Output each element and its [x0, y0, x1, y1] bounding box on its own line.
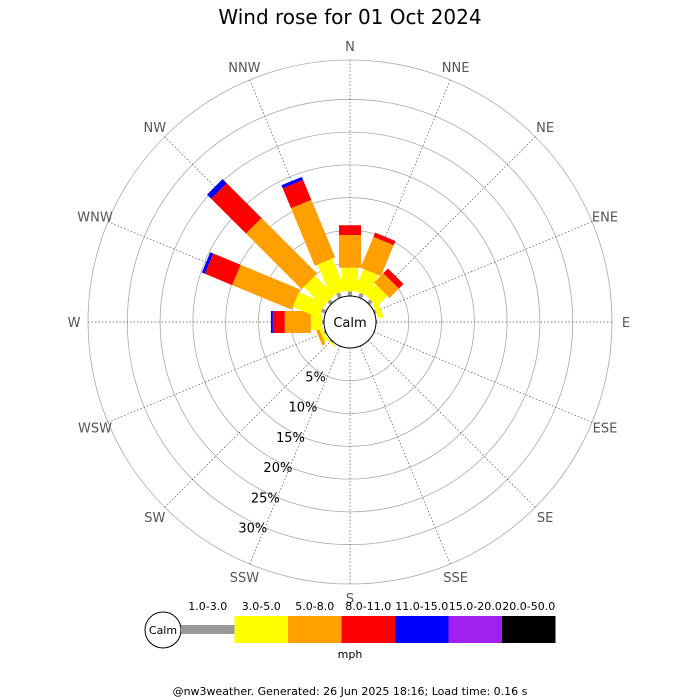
- spoke-sw: [164, 340, 332, 508]
- bar-segment-wnw-bin0: [320, 308, 327, 314]
- legend-label-3: 8.0-11.0: [345, 600, 391, 613]
- direction-labels: N NNE NE ENE E ESE SE SSE S SSW SW WSW W WNW NW NNW: [68, 40, 631, 607]
- ring-label: 20%: [263, 461, 292, 476]
- bar-segment-nnw-bin2: [291, 199, 336, 266]
- legend-swatch-1: [234, 616, 288, 643]
- bar-segment-ne-bin2: [374, 273, 399, 298]
- spoke-ene: [373, 221, 593, 313]
- legend-calm-label: Calm: [149, 624, 177, 637]
- bar-segment-wsw-bin1: [318, 325, 328, 342]
- legend-swatch-3: [341, 616, 395, 643]
- bar-segment-nne-bin1: [354, 268, 379, 297]
- bar-segment-nnw-bin4: [281, 176, 304, 189]
- direction-label-ne: NE: [536, 121, 554, 136]
- legend-label-2: 5.0-8.0: [295, 600, 334, 613]
- bar-segment-nw-bin1: [303, 275, 335, 307]
- bar-segment-nw-bin4: [207, 179, 227, 199]
- legend-label-1: 3.0-5.0: [242, 600, 281, 613]
- legend-swatch-4: [395, 616, 449, 643]
- bar-segment-nne-bin3: [373, 232, 396, 246]
- legend-swatch-2: [288, 616, 342, 643]
- direction-label-wnw: WNW: [77, 210, 113, 225]
- bar-segment-nw-bin0: [327, 299, 334, 306]
- bar-segment-nw-bin2: [245, 217, 318, 290]
- bar-segment-nne-bin2: [360, 236, 394, 277]
- grid-ring: [192, 164, 508, 480]
- calm-circle: Calm: [323, 295, 377, 349]
- bar-segment-ne-bin1: [365, 284, 388, 307]
- bar-segment-sw-bin1: [324, 335, 337, 348]
- legend-label-6: 20.0-50.0: [502, 600, 555, 613]
- bar-segment-nw-bin3: [211, 183, 262, 234]
- legend-label-0: 1.0-3.0: [188, 600, 227, 613]
- direction-label-w: W: [68, 316, 81, 331]
- direction-label-n: N: [345, 40, 355, 55]
- direction-label-e: E: [622, 316, 630, 331]
- direction-label-nw: NW: [144, 121, 167, 136]
- bar-segment-wnw-bin2: [232, 264, 300, 310]
- calm-label: Calm: [333, 316, 366, 331]
- spoke-ssw: [249, 345, 341, 565]
- direction-label-se: SE: [537, 511, 553, 526]
- legend-label-4: 11.0-15.0: [395, 600, 448, 613]
- direction-label-sw: SW: [144, 511, 165, 526]
- spoke-ese: [373, 331, 593, 423]
- bar-segment-ne-bin0: [366, 299, 373, 306]
- legend-label-5: 15.0-20.0: [449, 600, 502, 613]
- ring-label: 30%: [238, 522, 267, 537]
- spoke-se: [368, 340, 536, 508]
- spoke-ne: [368, 136, 536, 304]
- direction-label-wsw: WSW: [78, 422, 112, 437]
- spoke-sse: [359, 345, 451, 565]
- ring-label: 10%: [289, 401, 318, 416]
- ring-label: 25%: [251, 491, 280, 506]
- legend-units: mph: [338, 648, 363, 661]
- bar-segment-ene-bin1: [372, 301, 384, 319]
- grid-ring: [159, 131, 541, 513]
- ring-label: 15%: [276, 431, 305, 446]
- legend-swatch-0: [181, 625, 235, 634]
- direction-label-s: S: [346, 592, 354, 607]
- bar-segment-wnw-bin4: [201, 252, 214, 274]
- speed-legend: Calm mph 1.0-3.0 3.0-5.0 5.0-8.0 8.0-11.0 11…: [144, 600, 556, 661]
- direction-label-nnw: NNW: [228, 61, 260, 76]
- direction-label-ene: ENE: [592, 210, 618, 225]
- legend-swatch-6: [502, 616, 556, 643]
- legend-swatch-5: [448, 616, 502, 643]
- bar-segment-wnw-bin1: [292, 292, 325, 318]
- bar-segment-nnw-bin0: [336, 292, 342, 299]
- bar-segment-wnw-bin3: [204, 253, 241, 286]
- bar-segment-nne-bin0: [358, 292, 364, 299]
- bar-segment-nnw-bin1: [317, 258, 346, 297]
- direction-label-sse: SSE: [443, 571, 468, 586]
- bar-segment-ne-bin3: [383, 268, 404, 289]
- ring-label: 5%: [305, 370, 326, 385]
- bar-segment-wsw-bin2: [313, 323, 326, 346]
- ring-labels: 5% 10% 15% 20% 25% 30%: [238, 370, 325, 536]
- bar-segment-nnw-bin3: [282, 179, 312, 209]
- spoke-wsw: [107, 331, 327, 423]
- footer-text: @nw3weather. Generated: 26 Jun 2025 18:1…: [173, 685, 528, 698]
- direction-label-ese: ESE: [593, 422, 618, 437]
- direction-label-ssw: SSW: [230, 571, 260, 586]
- direction-label-nne: NNE: [442, 61, 470, 76]
- chart-title: Wind rose for 01 Oct 2024: [218, 5, 481, 29]
- wind-bars: [201, 176, 404, 348]
